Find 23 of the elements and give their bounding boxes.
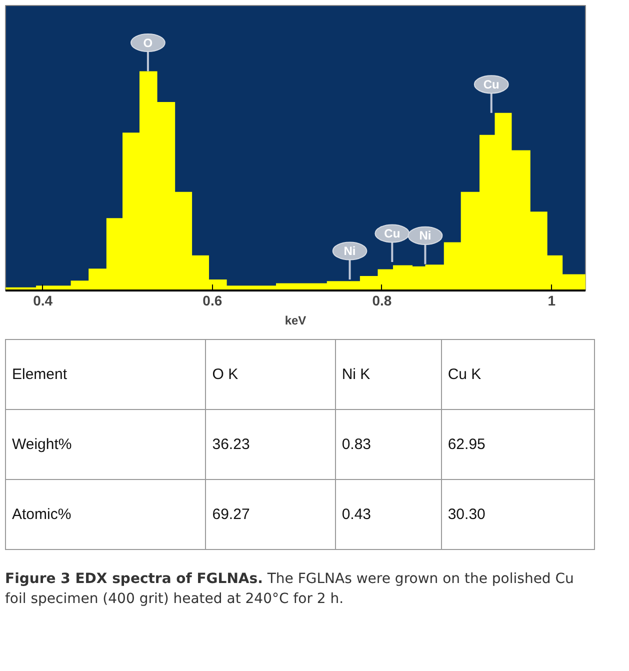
annotation: Ni: [344, 244, 356, 258]
x-tick-label: 1: [548, 292, 556, 308]
x-tick-label: 0.4: [33, 292, 53, 308]
text: 0.83: [335, 410, 442, 480]
x-axis-title: keV: [284, 314, 306, 328]
x-tick-label: 0.8: [372, 292, 392, 308]
text: Atomic%: [6, 480, 206, 550]
text: Cu K: [441, 340, 594, 410]
text: 0.43: [335, 480, 442, 550]
x-tick-label: 0.6: [202, 292, 222, 308]
text: Figure 3 EDX spectra of FGLNAs.: [5, 571, 263, 588]
text: 36.23: [206, 410, 336, 480]
text: 62.95: [441, 410, 594, 480]
text: Ni K: [335, 340, 442, 410]
text: Weight%: [6, 410, 206, 480]
annotation: Cu: [483, 77, 500, 92]
annotation: O: [143, 36, 153, 50]
annotation: Ni: [419, 228, 432, 243]
text: Element: [6, 340, 206, 410]
text: 69.27: [206, 480, 336, 550]
annotation: Cu: [384, 226, 400, 240]
text: O K: [206, 340, 336, 410]
text: 30.30: [441, 480, 594, 550]
